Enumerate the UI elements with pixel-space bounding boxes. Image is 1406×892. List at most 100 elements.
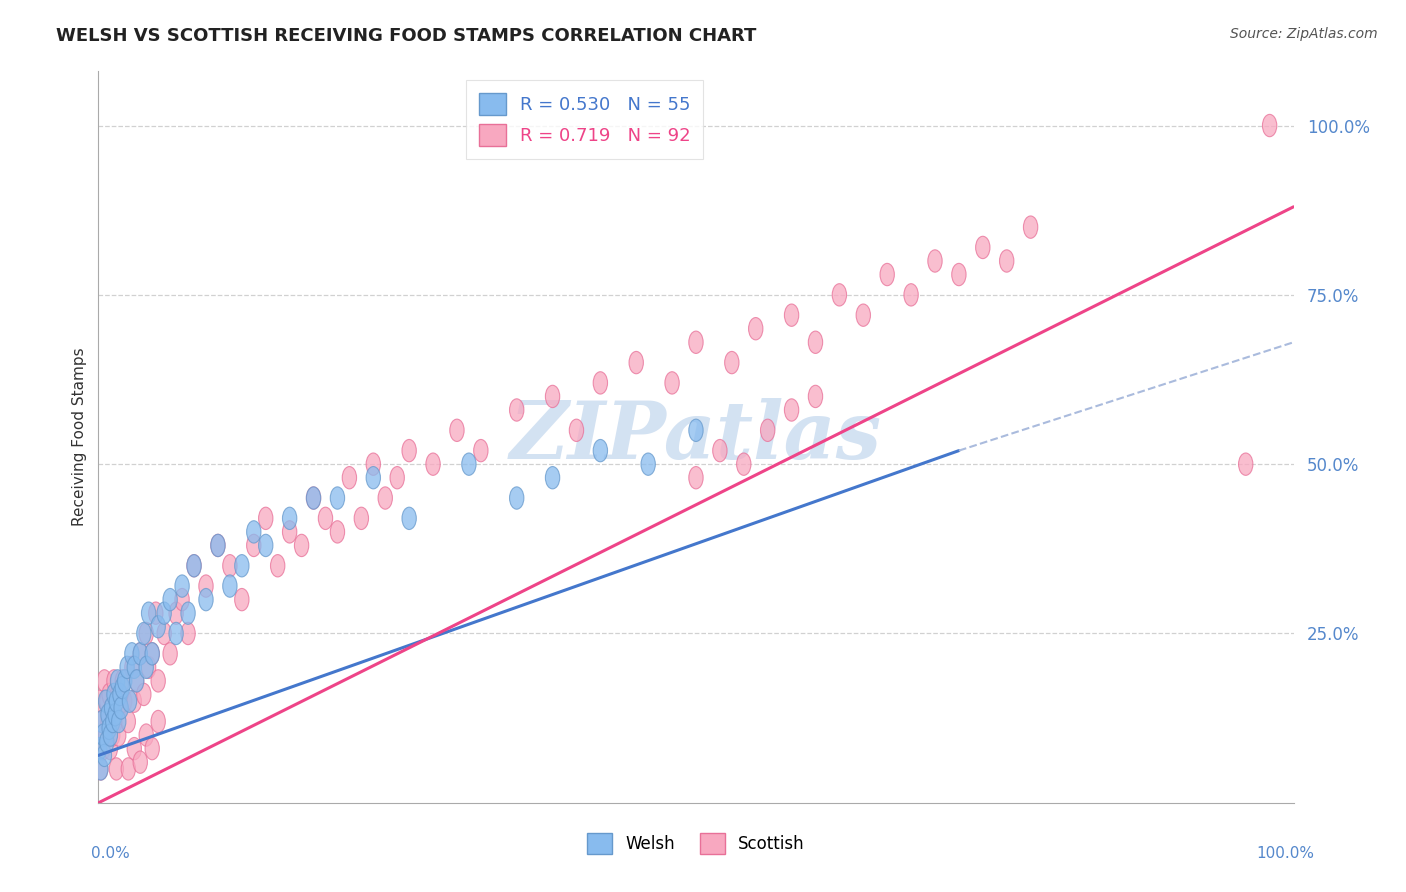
Ellipse shape — [689, 331, 703, 353]
Ellipse shape — [904, 284, 918, 306]
Ellipse shape — [139, 657, 153, 679]
Ellipse shape — [112, 683, 127, 706]
Ellipse shape — [474, 440, 488, 462]
Ellipse shape — [142, 602, 156, 624]
Ellipse shape — [145, 642, 159, 665]
Ellipse shape — [198, 575, 214, 598]
Ellipse shape — [98, 690, 112, 713]
Ellipse shape — [93, 738, 107, 760]
Ellipse shape — [259, 534, 273, 557]
Ellipse shape — [101, 704, 115, 726]
Ellipse shape — [107, 683, 121, 706]
Ellipse shape — [593, 372, 607, 394]
Ellipse shape — [689, 419, 703, 442]
Ellipse shape — [569, 419, 583, 442]
Ellipse shape — [127, 738, 142, 760]
Ellipse shape — [307, 487, 321, 509]
Ellipse shape — [111, 724, 127, 747]
Ellipse shape — [211, 534, 225, 557]
Ellipse shape — [169, 623, 183, 645]
Ellipse shape — [110, 690, 124, 713]
Ellipse shape — [283, 521, 297, 543]
Ellipse shape — [127, 657, 142, 679]
Ellipse shape — [150, 615, 166, 638]
Ellipse shape — [157, 623, 172, 645]
Ellipse shape — [748, 318, 763, 340]
Ellipse shape — [808, 331, 823, 353]
Ellipse shape — [246, 534, 262, 557]
Ellipse shape — [174, 589, 190, 611]
Ellipse shape — [103, 717, 117, 739]
Ellipse shape — [98, 724, 112, 747]
Ellipse shape — [546, 467, 560, 489]
Ellipse shape — [134, 642, 148, 665]
Ellipse shape — [105, 724, 120, 747]
Ellipse shape — [103, 724, 118, 747]
Ellipse shape — [307, 487, 321, 509]
Ellipse shape — [402, 440, 416, 462]
Ellipse shape — [187, 555, 201, 577]
Ellipse shape — [724, 351, 740, 374]
Ellipse shape — [111, 710, 127, 732]
Ellipse shape — [97, 744, 111, 766]
Ellipse shape — [169, 602, 183, 624]
Ellipse shape — [134, 642, 148, 665]
Ellipse shape — [97, 670, 111, 692]
Ellipse shape — [330, 521, 344, 543]
Ellipse shape — [139, 724, 153, 747]
Ellipse shape — [104, 697, 118, 719]
Ellipse shape — [134, 751, 148, 773]
Ellipse shape — [145, 738, 159, 760]
Legend: Welsh, Scottish: Welsh, Scottish — [581, 827, 811, 860]
Ellipse shape — [150, 710, 166, 732]
Ellipse shape — [509, 487, 524, 509]
Ellipse shape — [111, 670, 125, 692]
Ellipse shape — [461, 453, 477, 475]
Y-axis label: Receiving Food Stamps: Receiving Food Stamps — [72, 348, 87, 526]
Ellipse shape — [976, 236, 990, 259]
Ellipse shape — [235, 589, 249, 611]
Ellipse shape — [145, 642, 159, 665]
Ellipse shape — [129, 670, 143, 692]
Ellipse shape — [108, 704, 122, 726]
Ellipse shape — [115, 670, 129, 692]
Ellipse shape — [93, 690, 107, 713]
Ellipse shape — [785, 304, 799, 326]
Ellipse shape — [136, 683, 150, 706]
Text: 100.0%: 100.0% — [1257, 847, 1315, 861]
Text: 0.0%: 0.0% — [91, 847, 131, 861]
Ellipse shape — [546, 385, 560, 408]
Ellipse shape — [318, 508, 333, 530]
Ellipse shape — [426, 453, 440, 475]
Text: Source: ZipAtlas.com: Source: ZipAtlas.com — [1230, 27, 1378, 41]
Text: WELSH VS SCOTTISH RECEIVING FOOD STAMPS CORRELATION CHART: WELSH VS SCOTTISH RECEIVING FOOD STAMPS … — [56, 27, 756, 45]
Ellipse shape — [628, 351, 644, 374]
Ellipse shape — [103, 683, 117, 706]
Ellipse shape — [94, 710, 110, 732]
Ellipse shape — [1000, 250, 1014, 272]
Ellipse shape — [157, 602, 172, 624]
Ellipse shape — [94, 710, 110, 732]
Ellipse shape — [1239, 453, 1253, 475]
Ellipse shape — [107, 670, 121, 692]
Ellipse shape — [149, 602, 163, 624]
Ellipse shape — [118, 670, 132, 692]
Ellipse shape — [737, 453, 751, 475]
Ellipse shape — [330, 487, 344, 509]
Ellipse shape — [187, 555, 201, 577]
Ellipse shape — [198, 589, 214, 611]
Ellipse shape — [294, 534, 309, 557]
Ellipse shape — [127, 690, 142, 713]
Ellipse shape — [246, 521, 262, 543]
Ellipse shape — [211, 534, 225, 557]
Ellipse shape — [785, 399, 799, 421]
Ellipse shape — [928, 250, 942, 272]
Ellipse shape — [104, 697, 118, 719]
Ellipse shape — [129, 670, 143, 692]
Ellipse shape — [181, 602, 195, 624]
Ellipse shape — [150, 670, 166, 692]
Ellipse shape — [96, 724, 111, 747]
Ellipse shape — [450, 419, 464, 442]
Ellipse shape — [222, 575, 238, 598]
Ellipse shape — [121, 710, 135, 732]
